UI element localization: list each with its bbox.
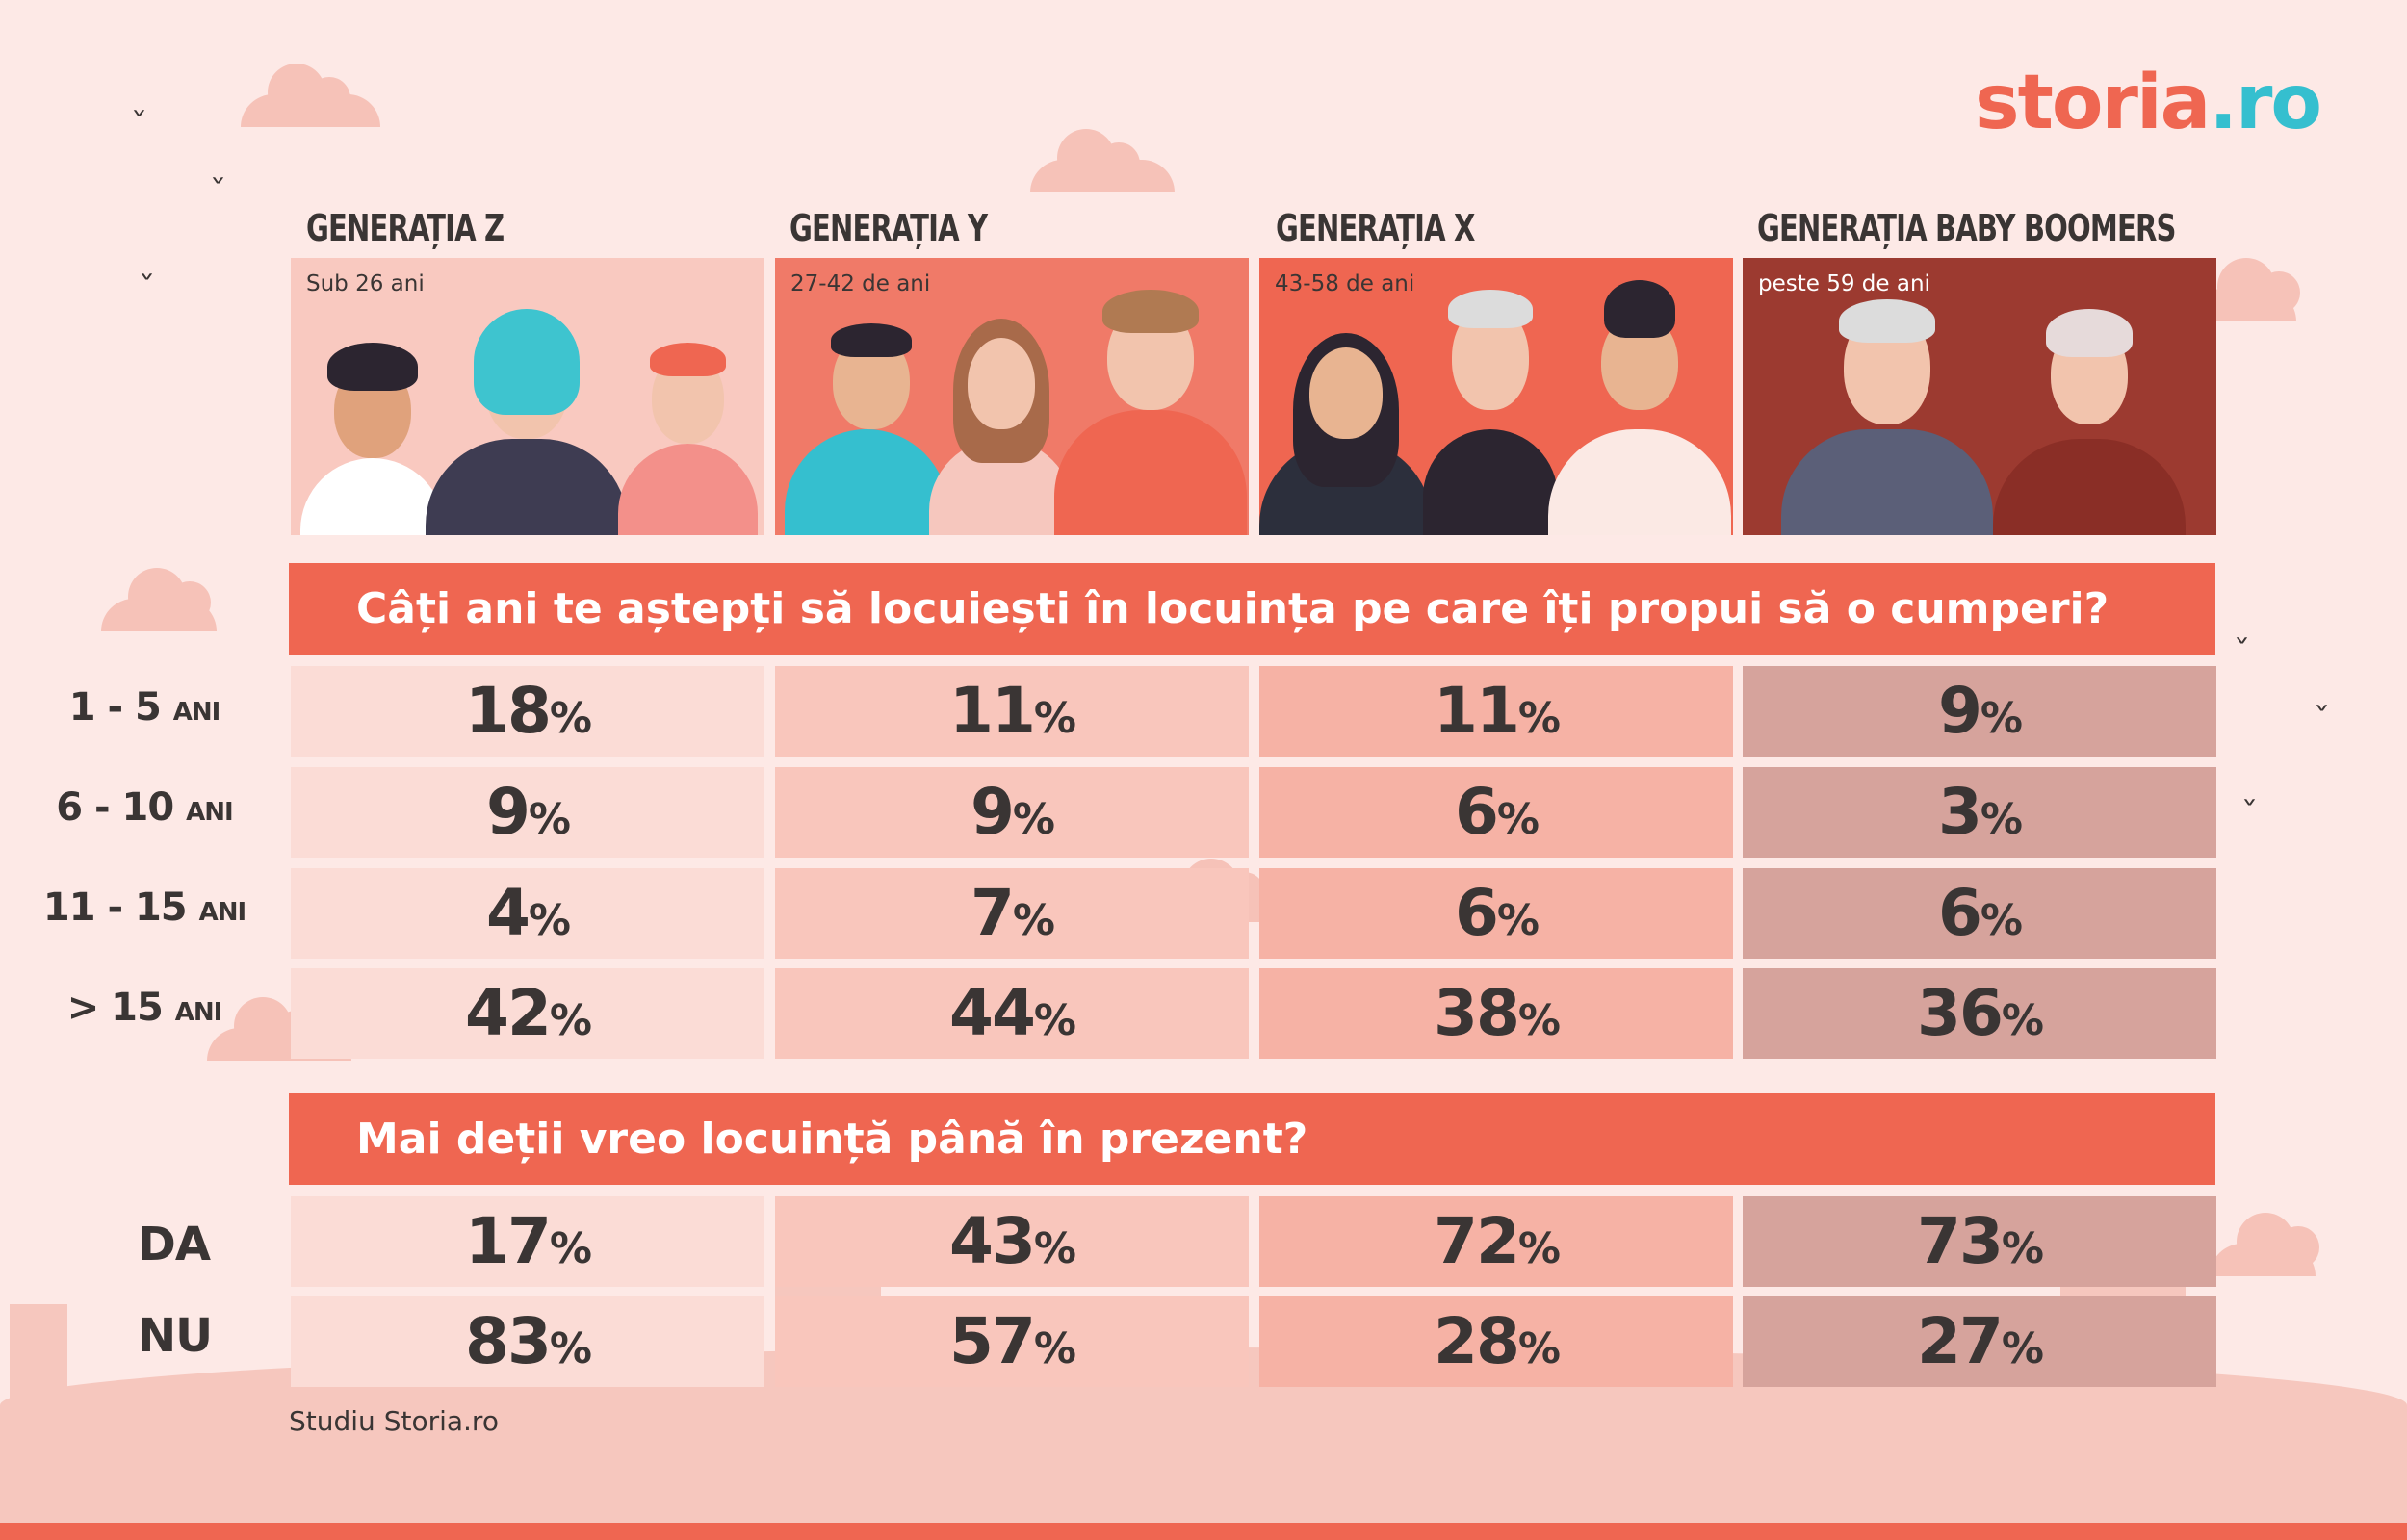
row-label-6-10: 6 - 10 ANI	[56, 785, 233, 830]
generation-x-title: GENERAȚIA X	[1276, 207, 1475, 249]
person-illustration	[929, 304, 1074, 535]
q1-cell-x-over-15: 38%	[1259, 968, 1733, 1059]
person-illustration	[1259, 314, 1433, 535]
source-caption: Studiu Storia.ro	[289, 1405, 499, 1437]
row-label-1-5: 1 - 5 ANI	[68, 685, 221, 730]
bird-icon: ˅	[209, 175, 227, 204]
q2-cell-y-da: 43%	[775, 1196, 1249, 1287]
q1-cell-boomers-6-10: 3%	[1743, 767, 2216, 858]
cloud-decoration	[101, 568, 217, 631]
generation-z-age: Sub 26 ani	[306, 271, 425, 296]
bird-icon: ˅	[2313, 703, 2331, 732]
cloud-decoration	[1030, 129, 1175, 192]
person-illustration	[1781, 285, 1993, 535]
q1-cell-x-6-10: 6%	[1259, 767, 1733, 858]
storia-logo: storia.ro	[1975, 60, 2322, 146]
q1-cell-y-over-15: 44%	[775, 968, 1249, 1059]
q2-cell-x-da: 72%	[1259, 1196, 1733, 1287]
generation-boomers-age: peste 59 de ani	[1758, 271, 1930, 296]
row-label-nu: NU	[138, 1309, 213, 1363]
person-illustration	[1054, 275, 1247, 535]
q1-cell-z-1-5: 18%	[291, 666, 764, 757]
row-label-11-15: 11 - 15 ANI	[42, 886, 246, 930]
question-2-banner: Mai deții vreo locuință până în prezent?	[289, 1093, 2215, 1185]
q1-cell-y-6-10: 9%	[775, 767, 1249, 858]
cloud-decoration	[241, 64, 380, 127]
bottom-bar	[0, 1523, 2407, 1540]
cloud-decoration	[2210, 1213, 2319, 1276]
generation-boomers-illustration: peste 59 de ani	[1743, 258, 2216, 535]
row-label-over-15: > 15 ANI	[66, 986, 223, 1030]
q2-cell-boomers-nu: 27%	[1743, 1296, 2216, 1387]
generation-z-illustration: Sub 26 ani	[291, 258, 764, 535]
q1-cell-boomers-over-15: 36%	[1743, 968, 2216, 1059]
bird-icon: ˅	[138, 271, 156, 300]
cloud-decoration	[2190, 258, 2300, 321]
person-illustration	[618, 314, 758, 535]
skyline-decoration	[10, 1304, 67, 1400]
q1-cell-z-over-15: 42%	[291, 968, 764, 1059]
q2-cell-z-nu: 83%	[291, 1296, 764, 1387]
generation-z-title: GENERAȚIA Z	[306, 207, 505, 249]
q1-cell-x-1-5: 11%	[1259, 666, 1733, 757]
generation-x-age: 43-58 de ani	[1275, 271, 1415, 296]
question-1-text: Câți ani te aștepți să locuiești în locu…	[356, 584, 2109, 633]
bird-icon: ˅	[130, 108, 148, 137]
q2-cell-y-nu: 57%	[775, 1296, 1249, 1387]
row-label-da: DA	[138, 1218, 211, 1271]
generation-y-age: 27-42 de ani	[790, 271, 931, 296]
q2-cell-x-nu: 28%	[1259, 1296, 1733, 1387]
q2-cell-boomers-da: 73%	[1743, 1196, 2216, 1287]
person-illustration	[1423, 275, 1558, 535]
question-2-text: Mai deții vreo locuință până în prezent?	[356, 1115, 1308, 1164]
q1-cell-x-11-15: 6%	[1259, 868, 1733, 959]
generation-x-illustration: 43-58 de ani	[1259, 258, 1733, 535]
q1-cell-z-11-15: 4%	[291, 868, 764, 959]
q2-cell-z-da: 17%	[291, 1196, 764, 1287]
person-illustration	[1548, 275, 1731, 535]
q1-cell-boomers-1-5: 9%	[1743, 666, 2216, 757]
person-illustration	[426, 285, 628, 535]
generation-boomers-title: GENERAȚIA BABY BOOMERS	[1757, 207, 2176, 249]
generation-y-title: GENERAȚIA Y	[789, 207, 988, 249]
person-illustration	[785, 304, 948, 535]
q1-cell-y-11-15: 7%	[775, 868, 1249, 959]
bird-icon: ˅	[2240, 797, 2259, 826]
q1-cell-z-6-10: 9%	[291, 767, 764, 858]
question-1-banner: Câți ani te aștepți să locuiești în locu…	[289, 563, 2215, 654]
bird-icon: ˅	[2233, 635, 2251, 664]
person-illustration	[300, 314, 445, 535]
person-illustration	[1993, 295, 2186, 535]
generation-y-illustration: 27-42 de ani	[775, 258, 1249, 535]
q1-cell-boomers-11-15: 6%	[1743, 868, 2216, 959]
q1-cell-y-1-5: 11%	[775, 666, 1249, 757]
